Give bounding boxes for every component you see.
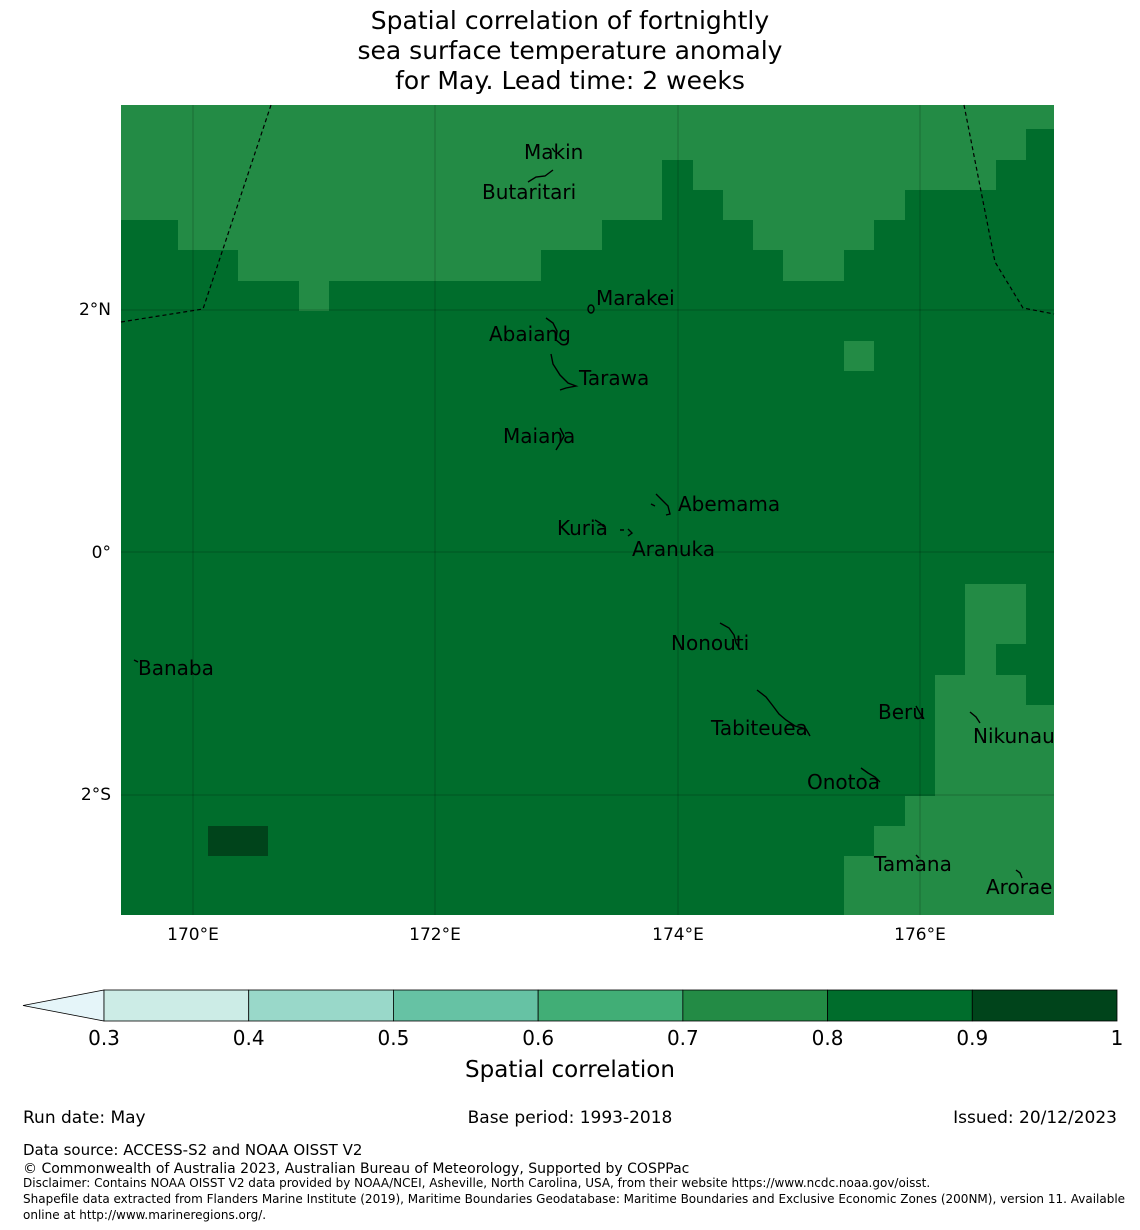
island-label-nonouti: Nonouti bbox=[671, 631, 749, 655]
island-labels: Makin Butaritari Marakei Abaiang Tarawa … bbox=[138, 140, 1055, 899]
title-line-2: sea surface temperature anomaly bbox=[357, 36, 783, 65]
eez-boundary-west bbox=[120, 104, 272, 323]
island-label-makin: Makin bbox=[524, 140, 583, 164]
title-line-1: Spatial correlation of fortnightly bbox=[370, 6, 770, 35]
map-title: Spatial correlation of fortnightly sea s… bbox=[0, 6, 1140, 96]
colorbar-tick-label: 1 bbox=[1111, 1026, 1124, 1050]
colorbar-tick-label: 0.7 bbox=[667, 1026, 699, 1050]
island-outline-butaritari bbox=[527, 169, 554, 183]
island-label-nikunau: Nikunau bbox=[973, 724, 1055, 748]
eez-boundaries bbox=[120, 104, 1055, 323]
colorbar-tick-label: 0.4 bbox=[233, 1026, 265, 1050]
copyright: © Commonwealth of Australia 2023, Austra… bbox=[23, 1161, 690, 1177]
island-outline-onotoa bbox=[860, 767, 881, 783]
island-label-banaba: Banaba bbox=[138, 656, 214, 680]
island-label-marakei: Marakei bbox=[596, 286, 675, 310]
island-outline-maiana bbox=[555, 427, 565, 451]
shapefile-credit-line-2: online at http://www.marineregions.org/. bbox=[23, 1208, 267, 1222]
gridlines bbox=[121, 105, 1054, 915]
field-cell-0.9-1 bbox=[208, 826, 268, 856]
colorbar-segment bbox=[248, 989, 394, 1022]
island-label-kuria: Kuria bbox=[557, 516, 608, 540]
y-tick-label: 2°N bbox=[79, 300, 111, 320]
x-tick-label: 174°E bbox=[652, 925, 704, 945]
island-outline-abemama bbox=[655, 493, 671, 516]
y-tick-label: 2°S bbox=[81, 785, 111, 805]
island-outline-aranuka bbox=[620, 528, 634, 537]
colorbar-tick-label: 0.9 bbox=[956, 1026, 988, 1050]
island-outline-abaiang bbox=[545, 317, 562, 345]
eez-boundary-east bbox=[963, 104, 1055, 315]
island-label-arorae: Arorae bbox=[986, 875, 1052, 899]
colorbar-tick-label: 0.6 bbox=[522, 1026, 554, 1050]
field-southeast-0.7-0.8 bbox=[844, 584, 1054, 915]
colorbar-segment bbox=[103, 989, 250, 1022]
colorbar-segment bbox=[393, 989, 539, 1022]
base-period: Base period: 1993-2018 bbox=[467, 1108, 673, 1128]
colorbar-tick-label: 0.8 bbox=[812, 1026, 844, 1050]
correlation-field bbox=[121, 105, 1054, 915]
axis-ticks: 170°E 172°E 174°E 176°E 2°N 0° 2°S bbox=[79, 300, 946, 945]
colorbar-tick-label: 0.3 bbox=[88, 1026, 120, 1050]
field-cell-0.7-0.8 bbox=[299, 281, 329, 311]
island-label-butaritari: Butaritari bbox=[482, 180, 576, 204]
island-outline-kuria bbox=[594, 519, 605, 528]
colorbar: 0.3 0.4 0.5 0.6 0.7 0.8 0.9 1 bbox=[22, 989, 1124, 1050]
shapefile-credit-line-1: Shapefile data extracted from Flanders M… bbox=[23, 1192, 1126, 1206]
island-outlines bbox=[133, 147, 1023, 879]
colorbar-segment bbox=[682, 989, 828, 1022]
y-tick-label: 0° bbox=[92, 543, 111, 563]
colorbar-tick-label: 0.5 bbox=[378, 1026, 410, 1050]
island-label-tabiteuea: Tabiteuea bbox=[710, 716, 808, 740]
island-label-tamana: Tamana bbox=[873, 852, 952, 876]
island-outline-tamana bbox=[915, 854, 920, 859]
x-tick-label: 176°E bbox=[894, 925, 946, 945]
field-west-0.8-0.9 bbox=[121, 220, 238, 281]
field-cell-0.7-0.8 bbox=[844, 341, 874, 371]
island-outline-tabiteuea bbox=[756, 689, 811, 737]
disclaimer: Disclaimer: Contains NOAA OISST V2 data … bbox=[23, 1176, 931, 1190]
island-outline-banaba bbox=[133, 659, 139, 663]
island-outline-marakei bbox=[587, 304, 595, 314]
island-label-maiana: Maiana bbox=[503, 424, 575, 448]
island-outline-abemama-islet bbox=[650, 503, 656, 507]
island-label-abemama: Abemama bbox=[678, 492, 780, 516]
colorbar-segment bbox=[827, 989, 973, 1022]
x-tick-label: 172°E bbox=[409, 925, 461, 945]
island-outline-nonouti bbox=[719, 622, 740, 649]
island-label-tarawa: Tarawa bbox=[578, 366, 649, 390]
issued-date: Issued: 20/12/2023 bbox=[953, 1108, 1117, 1128]
run-date: Run date: May bbox=[23, 1108, 146, 1128]
colorbar-segment bbox=[537, 989, 684, 1022]
island-label-aranuka: Aranuka bbox=[632, 537, 715, 561]
x-tick-label: 170°E bbox=[167, 925, 219, 945]
data-source: Data source: ACCESS-S2 and NOAA OISST V2 bbox=[23, 1141, 363, 1159]
colorbar-label: Spatial correlation bbox=[465, 1057, 675, 1083]
island-label-beru: Beru bbox=[878, 700, 925, 724]
island-outline-nikunau bbox=[969, 711, 981, 724]
title-line-3: for May. Lead time: 2 weeks bbox=[395, 66, 745, 95]
colorbar-segment bbox=[971, 989, 1118, 1022]
island-label-abaiang: Abaiang bbox=[489, 322, 571, 346]
island-outline-makin bbox=[551, 147, 556, 153]
field-north-0.7-0.8 bbox=[121, 105, 1054, 281]
island-label-onotoa: Onotoa bbox=[807, 770, 880, 794]
island-outline-beru bbox=[915, 705, 925, 720]
island-outline-tarawa bbox=[550, 353, 579, 391]
island-outline-arorae bbox=[1015, 869, 1023, 879]
colorbar-extension bbox=[22, 989, 105, 1022]
